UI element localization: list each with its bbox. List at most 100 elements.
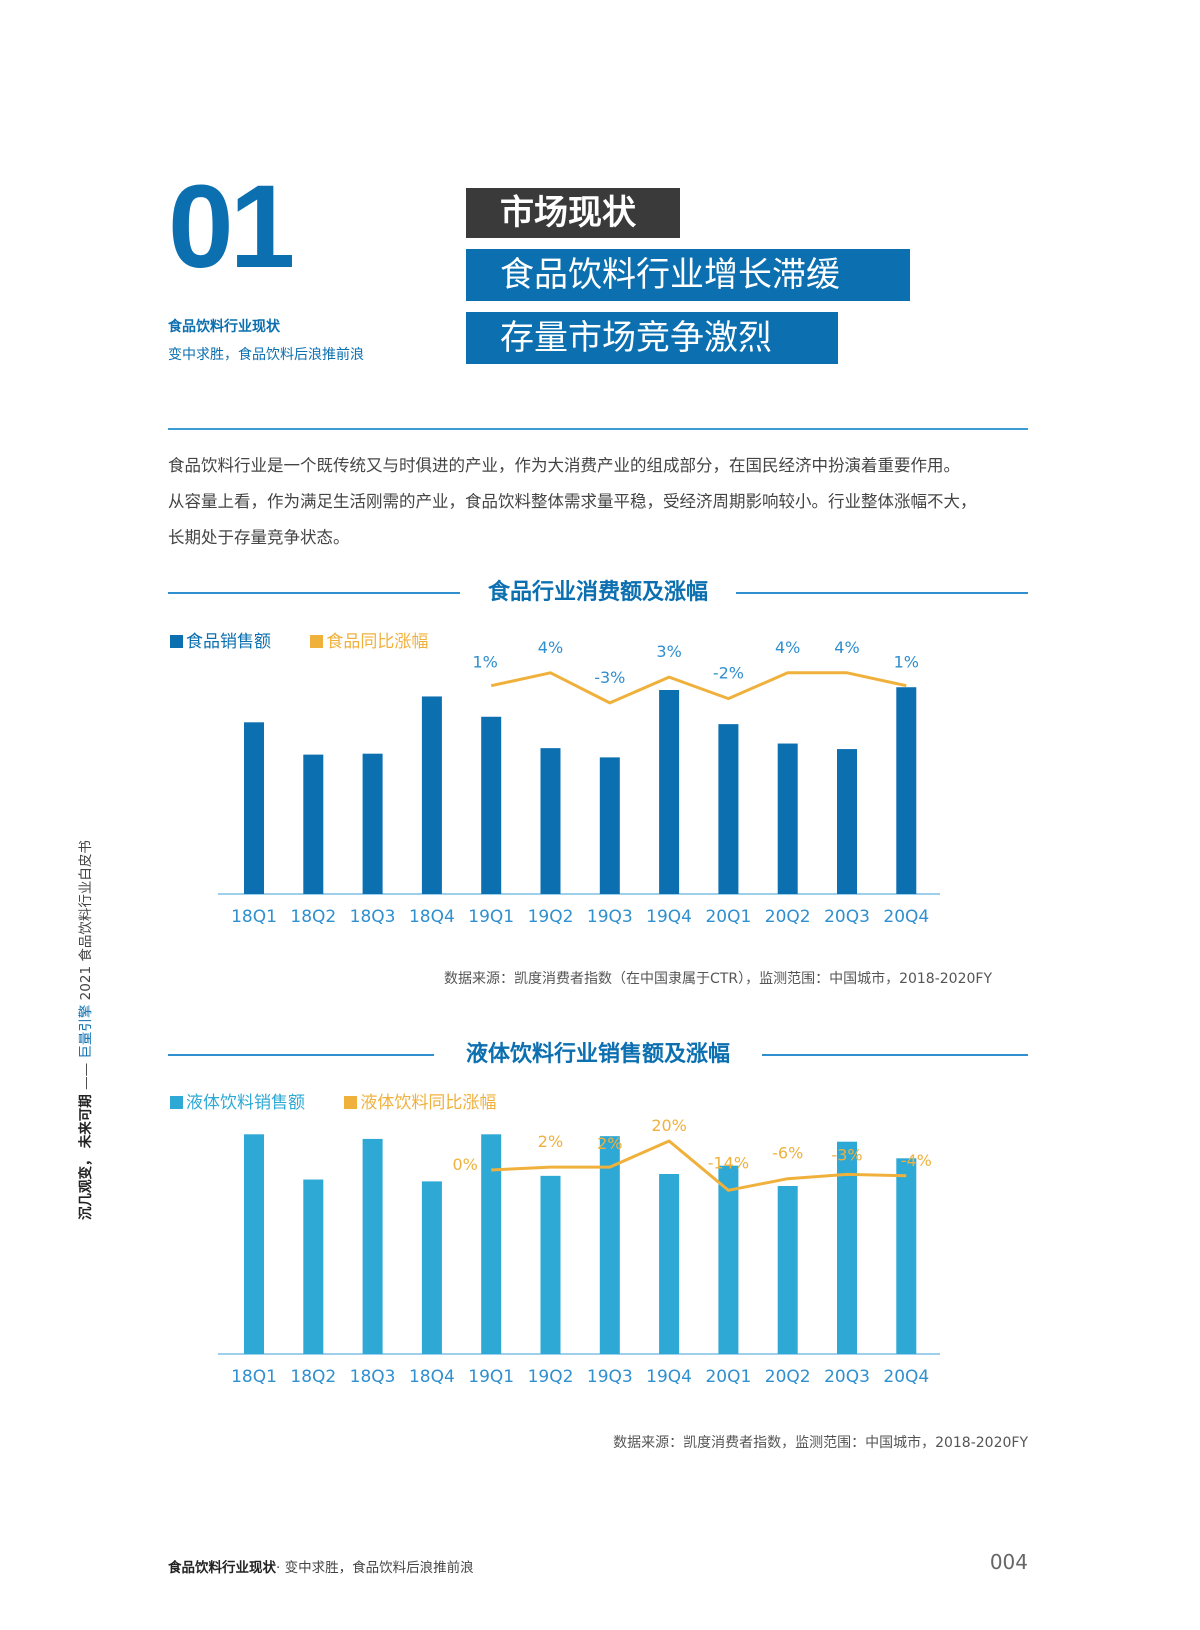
bar [777, 1186, 798, 1354]
bar [362, 753, 383, 894]
data-label: 2% [597, 1134, 622, 1153]
x-tick-label: 20Q2 [765, 1367, 811, 1387]
data-label: 2% [538, 1132, 563, 1151]
side-caption: 沉几观变， 未来可期 —— 巨量引擎 2021 食品饮料行业白皮书 [58, 760, 94, 1220]
x-tick-label: 18Q1 [231, 1367, 277, 1387]
legend-item: 食品销售额 [170, 632, 276, 652]
intro-line: 长期处于存量竞争状态。 [168, 528, 350, 547]
legend-label: 食品同比涨幅 [326, 632, 429, 652]
x-tick-label: 18Q2 [290, 1367, 336, 1387]
data-label: -3% [831, 1145, 862, 1164]
x-tick-label: 19Q2 [528, 907, 574, 927]
chart1-title-bar: 食品行业消费额及涨幅 [168, 578, 1028, 608]
legend-swatch [310, 635, 324, 648]
legend-swatch [170, 635, 183, 648]
bar [303, 754, 324, 894]
footer: 食品饮料行业现状· 变中求胜，食品饮料后浪推前浪 [168, 1556, 474, 1576]
data-label: -4% [901, 1151, 932, 1170]
bar [599, 1136, 620, 1354]
intro-line: 从容量上看，作为满足生活刚需的产业，食品饮料整体需求量平稳，受经济周期影响较小。… [168, 492, 977, 511]
chart2-plot: 18Q1 18Q2 18Q3 18Q4 19Q1 19Q2 19Q3 19Q4 20Q1 20Q2… [218, 1116, 940, 1387]
bar [421, 696, 442, 894]
side-rest: 2021 食品饮料行业白皮书 [78, 840, 94, 1001]
growth-line [490, 671, 907, 705]
bar [718, 724, 739, 894]
bar [659, 1174, 680, 1354]
chart2-title-bar: 液体饮料行业销售额及涨幅 [168, 1040, 1028, 1070]
title-rule [168, 592, 460, 594]
legend-item: 食品同比涨幅 [310, 632, 428, 652]
chart1-source: 数据来源：凯度消费者指数（在中国隶属于CTR），监测范围：中国城市，2018-2… [444, 971, 992, 987]
chart2-title: 液体饮料行业销售额及涨幅 [465, 1042, 730, 1067]
x-tick-label: 18Q3 [350, 1367, 396, 1387]
legend-label: 液体饮料销售额 [186, 1093, 305, 1113]
divider [168, 428, 1028, 430]
data-label: 0% [453, 1155, 478, 1174]
data-label: -6% [772, 1144, 803, 1163]
x-tick-label: 19Q2 [528, 1367, 574, 1387]
x-tick-label: 20Q1 [705, 1367, 751, 1387]
section-title: 食品饮料行业现状 [168, 319, 280, 335]
bar [718, 1165, 739, 1354]
data-label: -2% [713, 664, 744, 683]
bar [303, 1179, 324, 1354]
legend-label: 食品销售额 [186, 632, 271, 652]
x-tick-label: 18Q4 [409, 907, 455, 927]
chart1-legend: 食品销售额 食品同比涨幅 [170, 627, 428, 652]
chart1-title: 食品行业消费额及涨幅 [487, 580, 708, 605]
tag-growth-slow: 食品饮料行业增长滞缓 [466, 249, 910, 301]
side-brand: 巨量引擎 [78, 1004, 94, 1059]
x-tick-label: 20Q3 [824, 1367, 870, 1387]
growth-line [491, 1139, 907, 1192]
data-label: 20% [651, 1116, 687, 1135]
data-label: 3% [656, 642, 681, 661]
bar [244, 1134, 264, 1354]
bar [481, 716, 502, 894]
x-tick-label: 20Q3 [824, 907, 870, 927]
x-tick-label: 19Q3 [587, 907, 633, 927]
bar [659, 690, 680, 894]
x-tick-label: 20Q2 [765, 907, 811, 927]
x-tick-label: 18Q1 [231, 907, 277, 927]
intro-paragraph: 食品饮料行业是一个既传统又与时俱进的产业，作为大消费产业的组成部分，在国民经济中… [168, 448, 1028, 556]
data-label: 4% [538, 640, 563, 657]
tag-stock-competition: 存量市场竞争激烈 [466, 312, 838, 364]
data-label: 1% [473, 653, 498, 672]
tag-market-status: 市场现状 [466, 188, 680, 238]
chart1-plot: 18Q1 18Q2 18Q3 18Q4 19Q1 19Q2 19Q3 19Q4 20Q1 20Q2… [218, 640, 940, 927]
bar [599, 757, 620, 894]
footer-rest: · 变中求胜，食品饮料后浪推前浪 [276, 1560, 474, 1576]
x-tick-label: 18Q2 [290, 907, 336, 927]
side-bold: 未来可期 [78, 1094, 94, 1149]
bar [837, 1141, 857, 1354]
title-rule [736, 592, 1028, 594]
chart2-source: 数据来源：凯度消费者指数，监测范围：中国城市，2018-2020FY [613, 1435, 1028, 1451]
chart2-legend: 液体饮料销售额 液体饮料同比涨幅 [170, 1088, 496, 1113]
x-tick-label: 20Q4 [883, 907, 929, 927]
legend-label: 液体饮料同比涨幅 [360, 1093, 497, 1113]
side-bold: 沉几观变， [78, 1152, 94, 1221]
x-tick-label: 19Q3 [587, 1367, 633, 1387]
x-tick-label: 19Q1 [468, 1367, 514, 1387]
legend-item: 液体饮料同比涨幅 [344, 1093, 496, 1113]
data-label: -3% [594, 668, 625, 687]
page-number: 004 [989, 1550, 1028, 1574]
title-rule [762, 1054, 1028, 1056]
bar [244, 722, 264, 894]
bar [540, 748, 561, 894]
bar [896, 1158, 917, 1354]
bar [421, 1181, 442, 1354]
bar [540, 1175, 561, 1354]
footer-bold: 食品饮料行业现状 [168, 1560, 276, 1576]
legend-swatch [344, 1096, 358, 1109]
bar [896, 687, 917, 894]
bar [777, 743, 798, 894]
x-tick-label: 18Q3 [350, 907, 396, 927]
bar [837, 749, 857, 894]
x-tick-label: 20Q4 [883, 1367, 929, 1387]
legend-swatch [170, 1096, 183, 1109]
side-dash: —— [78, 1062, 94, 1090]
data-label: 4% [775, 640, 800, 657]
title-rule [168, 1054, 434, 1056]
section-number: 01 [168, 161, 295, 293]
